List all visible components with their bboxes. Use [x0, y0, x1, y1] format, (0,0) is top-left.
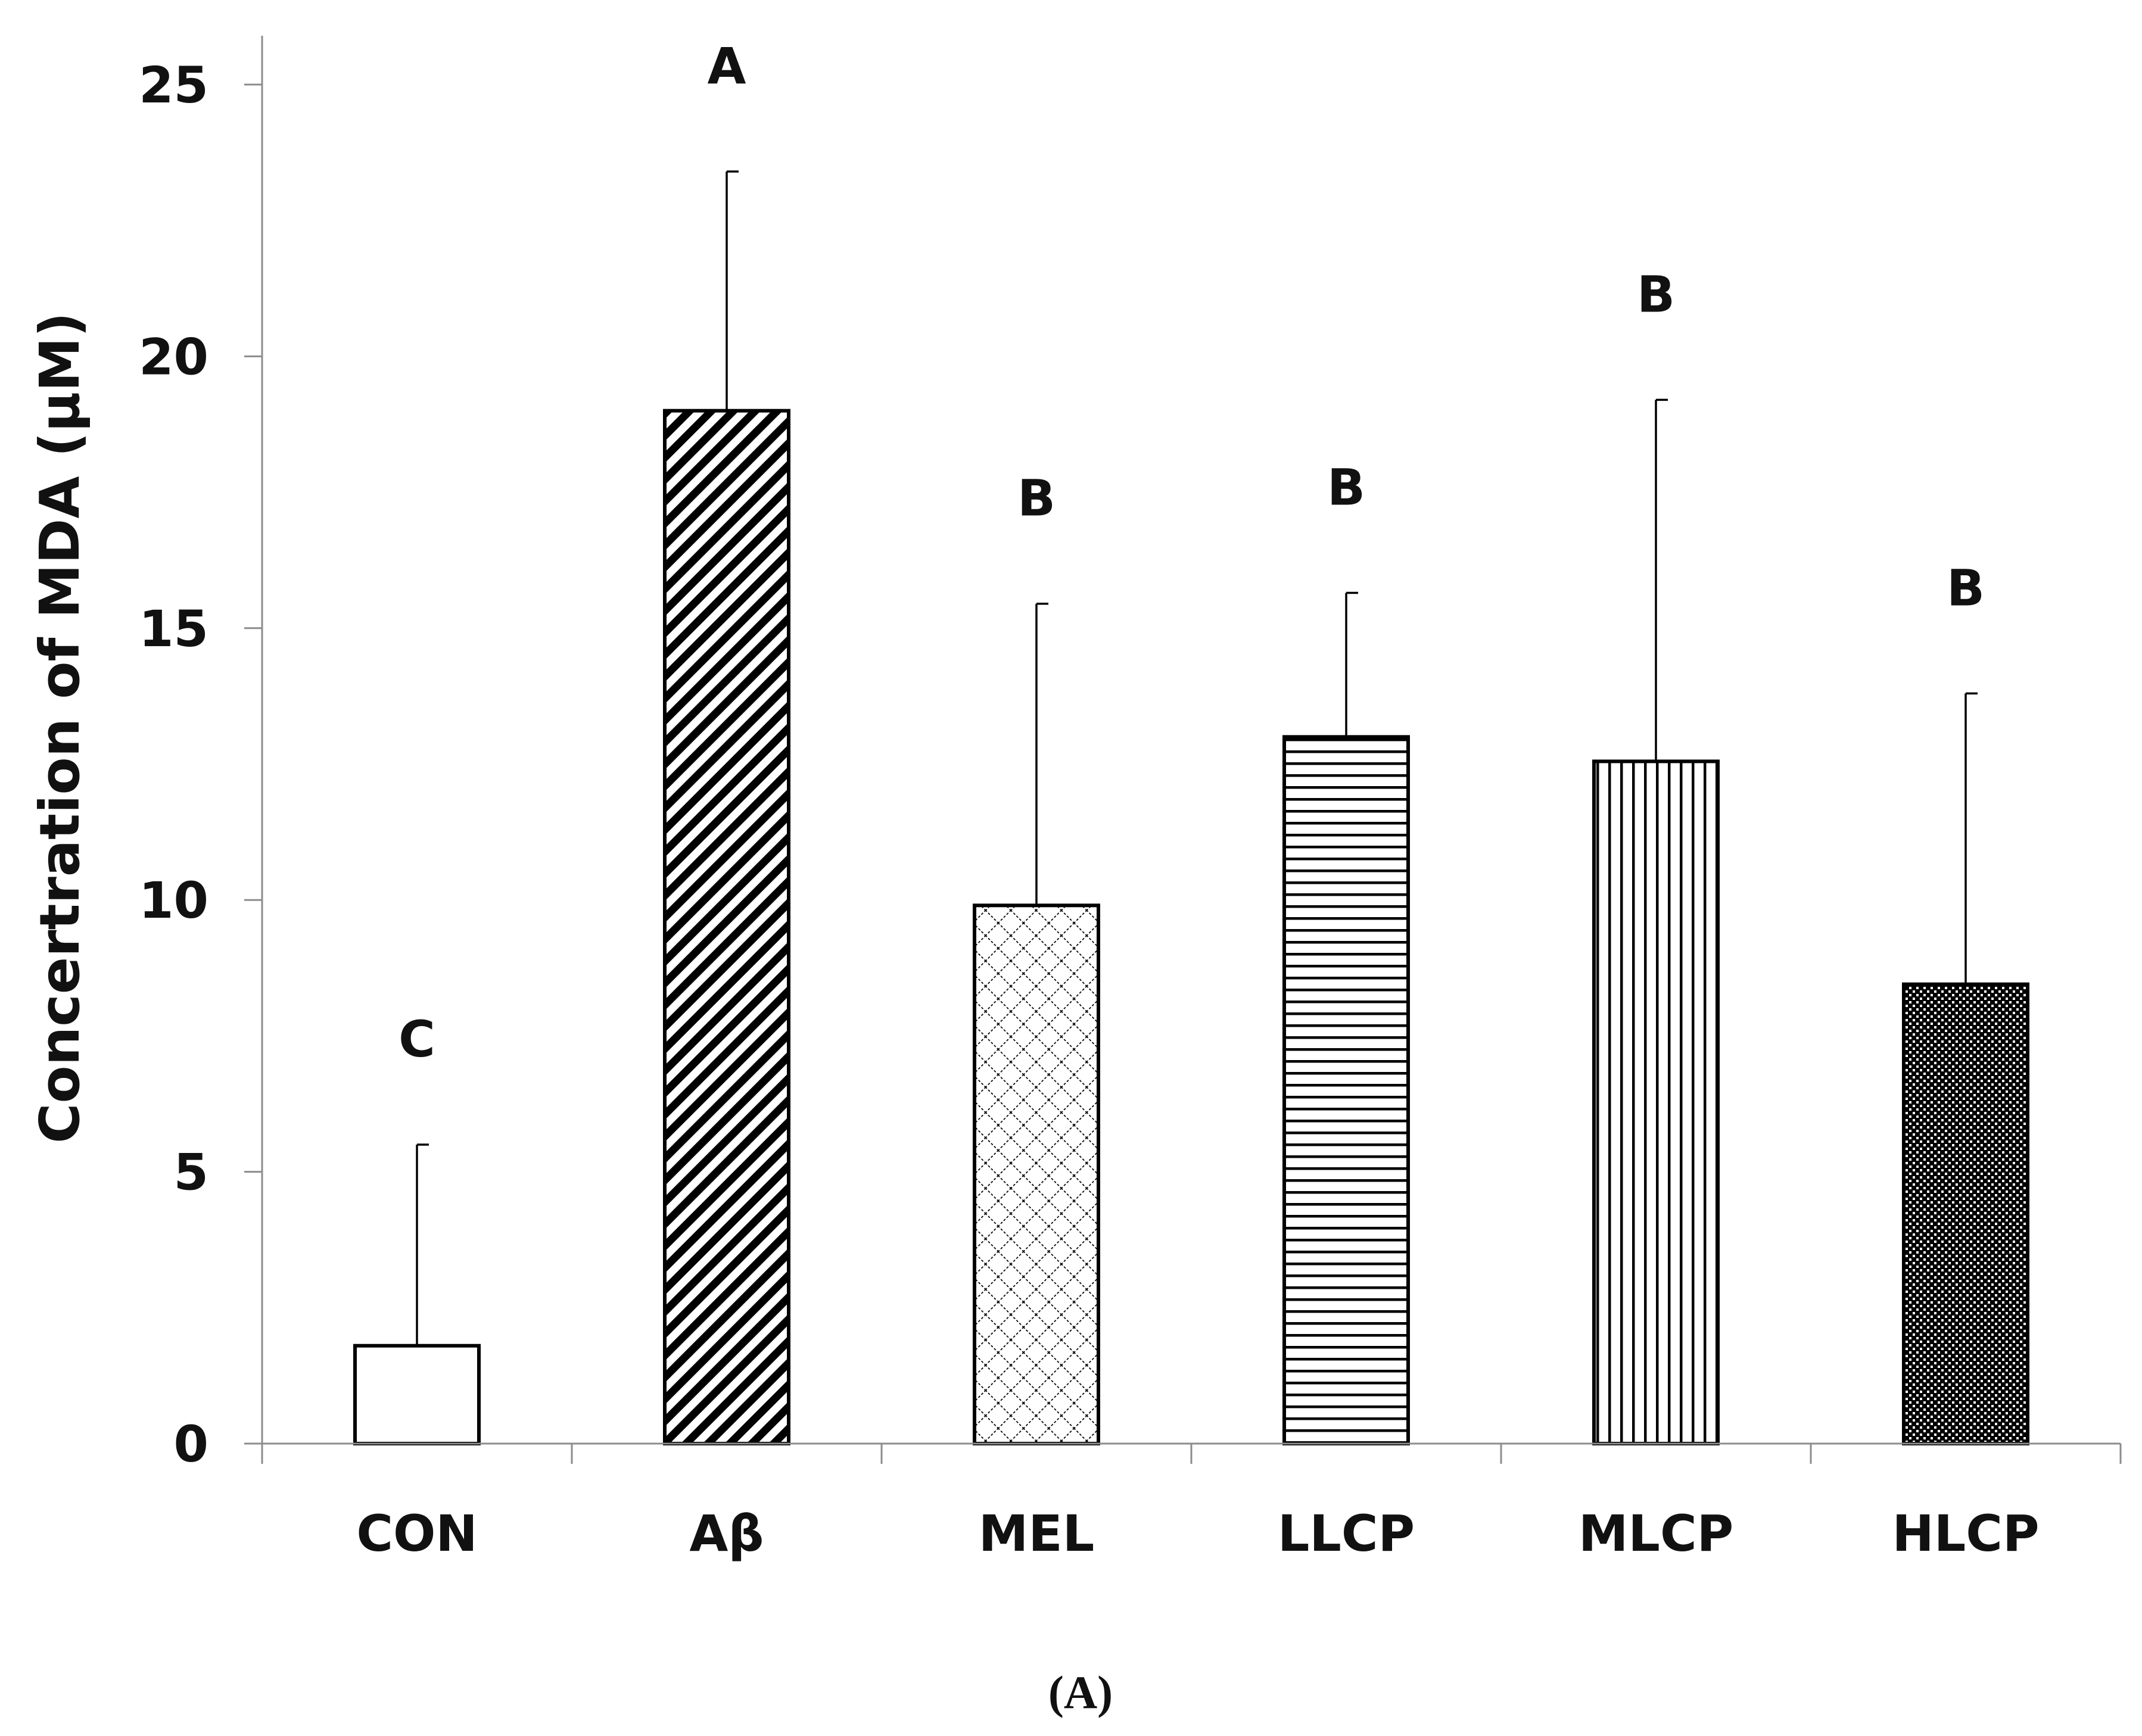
bar-MLCP [1592, 759, 1720, 1445]
y-tick-label: 10 [139, 871, 208, 930]
category-label: CON [356, 1504, 477, 1563]
category-label: MLCP [1579, 1504, 1733, 1563]
significance-label: B [1947, 559, 1985, 617]
significance-label: A [707, 37, 746, 95]
category-label: HLCP [1892, 1504, 2039, 1563]
y-tick-label: 25 [139, 56, 208, 114]
category-label: MEL [979, 1504, 1095, 1563]
significance-label: C [398, 1010, 435, 1068]
panel-label: (A) [1048, 1666, 1113, 1718]
significance-label: B [1327, 458, 1365, 516]
bar-CON [353, 1344, 481, 1446]
y-tick-label: 20 [139, 328, 208, 386]
y-tick-label: 5 [174, 1143, 208, 1202]
bar-LLCP [1282, 735, 1410, 1445]
y-tick-label: 0 [174, 1415, 208, 1473]
bar-MEL [973, 903, 1100, 1445]
y-axis-title: Concertration of MDA (μM) [28, 312, 92, 1143]
significance-label: B [1637, 265, 1675, 323]
bar-HLCP [1902, 982, 2029, 1445]
category-label: LLCP [1278, 1504, 1415, 1563]
bar-Aβ [663, 409, 790, 1445]
y-tick-label: 15 [139, 600, 208, 658]
significance-label: B [1017, 469, 1056, 528]
category-label: Aβ [689, 1504, 764, 1563]
